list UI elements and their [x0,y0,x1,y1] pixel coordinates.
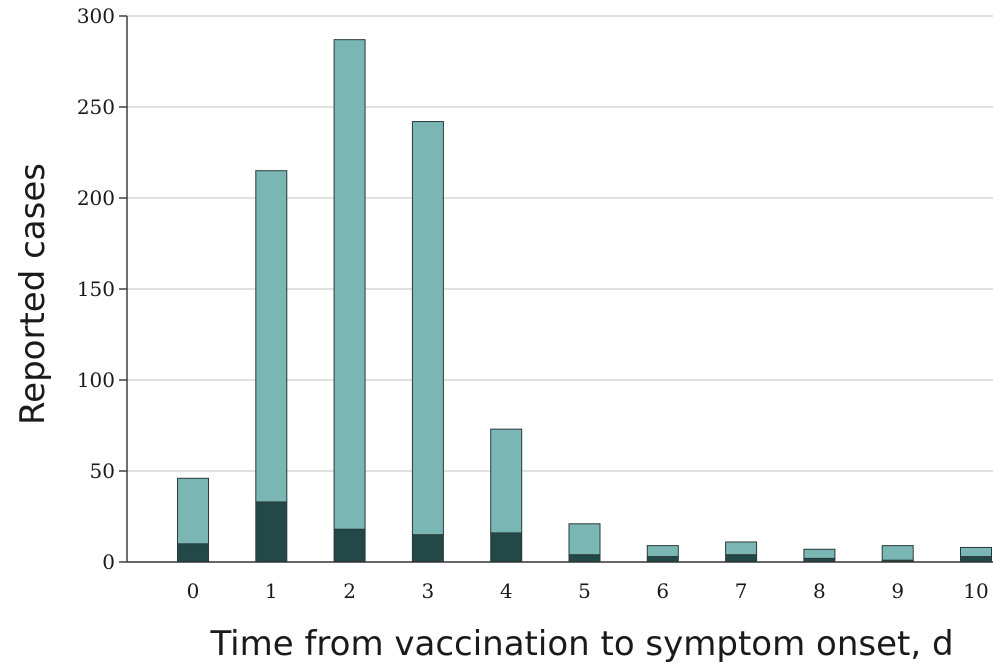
bar-4-segment-1 [490,428,523,534]
bar-10-segment-0 [960,556,992,563]
bar-4-segment-0 [490,532,523,563]
bar-7-segment-1 [725,541,758,556]
bar-5-segment-0 [568,554,601,563]
x-tick-label: 9 [891,579,904,603]
bar-6-segment-1 [646,545,679,558]
x-tick-label: 1 [265,579,278,603]
x-tick-label: 7 [735,579,748,603]
y-tick-label: 50 [90,459,115,483]
x-axis-label: Time from vaccination to symptom onset, … [209,624,953,664]
y-tick-labels: 0 50 100 150 200 250 300 [77,4,115,574]
x-tick-label: 2 [343,579,356,603]
x-tick-label: 10 [963,579,988,603]
x-tick-label: 5 [578,579,591,603]
x-tick-label: 3 [422,579,435,603]
bar-10-segment-1 [960,546,992,558]
y-tick-label: 100 [77,368,115,392]
y-tick-label: 150 [77,277,115,301]
y-tick-label: 0 [102,550,115,574]
axes [119,15,993,563]
bar-1-segment-0 [255,501,288,563]
bar-0-segment-0 [177,543,209,563]
y-tick-label: 250 [77,95,115,119]
x-tick-label: 8 [813,579,826,603]
bar-1-segment-1 [255,170,288,503]
bar-8-segment-1 [803,548,836,559]
bar-9-segment-1 [881,545,914,561]
bars [177,39,992,563]
bar-7-segment-0 [725,554,758,563]
y-axis-label: Reported cases [13,163,53,425]
x-tick-label: 6 [656,579,669,603]
bar-6-segment-0 [646,556,679,563]
bar-0-segment-1 [177,477,209,545]
bar-3-segment-0 [411,534,444,563]
bar-2-segment-1 [333,39,366,530]
y-tick-label: 300 [77,4,115,28]
bar-2-segment-0 [333,528,366,563]
bar-5-segment-1 [568,523,601,556]
x-tick-label: 4 [500,579,513,603]
x-tick-labels: 0 1 2 3 4 5 6 7 8 9 10 [187,579,989,603]
y-tick-label: 200 [77,186,115,210]
x-tick-label: 0 [187,579,200,603]
bar-3-segment-1 [411,121,444,536]
